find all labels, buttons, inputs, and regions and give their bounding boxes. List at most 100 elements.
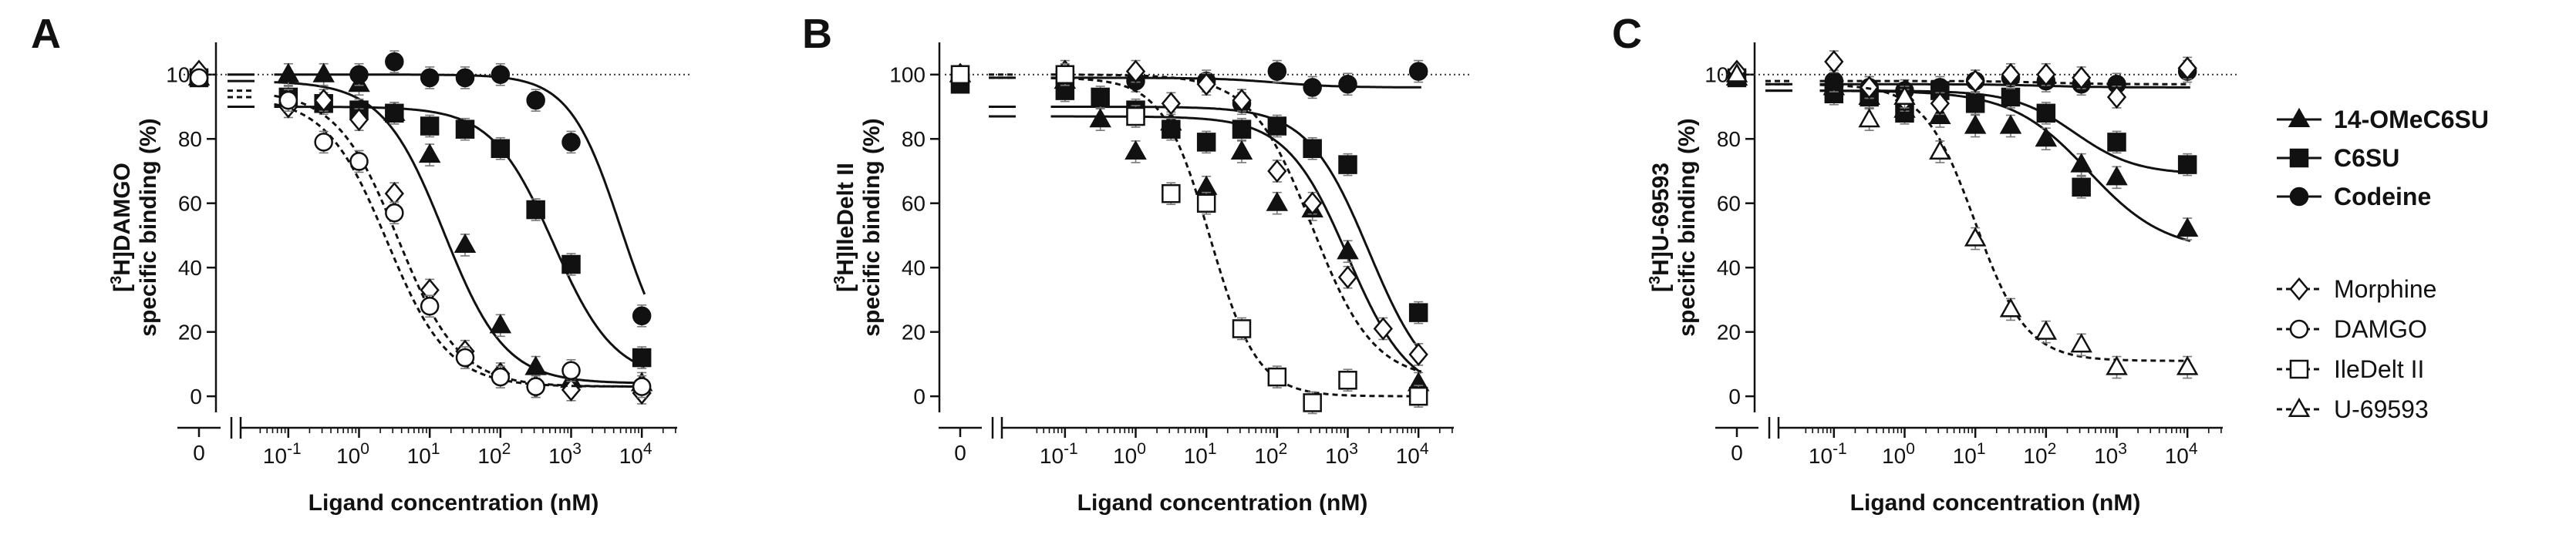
data-point-omec6su: [1337, 240, 1359, 260]
data-point-damgo: [420, 297, 440, 316]
data-point-omec6su: [1089, 107, 1111, 128]
y-axis-title: [3H]DAMGO: [108, 163, 135, 292]
series-omec6su: [949, 62, 1430, 395]
data-point-c6su: [2107, 133, 2126, 152]
series-omec6su: [1725, 66, 2199, 243]
x-tick-label: 10-1: [263, 440, 302, 468]
data-point-omec6su: [1124, 140, 1147, 160]
data-point-c6su: [1091, 87, 1110, 107]
data-point-codeine: [455, 68, 475, 88]
data-point-u69593: [2176, 355, 2199, 375]
data-point-morphine: [1337, 265, 1358, 289]
legend-item-c6su: C6SU: [2277, 144, 2399, 172]
data-point-omec6su: [1195, 175, 1218, 195]
data-point-u69593: [1999, 298, 2022, 318]
data-point-omec6su: [524, 355, 547, 375]
panel-a: A 0 20 40 60 80 100 [3H]DAMGO specific binding (…: [31, 11, 693, 516]
fit-curve-u69593: [1819, 83, 2190, 362]
legend-item-omec6su: 14-OMeC6SU: [2277, 106, 2489, 133]
data-point-c6su: [455, 119, 475, 139]
data-point-u69593: [2035, 320, 2058, 340]
data-point-morphine: [2177, 56, 2197, 80]
legend-label: 14-OMeC6SU: [2334, 106, 2489, 133]
x-tick-label: 103: [1325, 440, 1358, 468]
x-axis-title: Ligand concentration (nM): [309, 490, 599, 516]
data-point-c6su: [2177, 155, 2197, 174]
series-damgo: [189, 68, 652, 398]
data-point-morphine: [1232, 88, 1252, 113]
data-point-morphine: [2106, 85, 2127, 109]
legend-item-morphine: Morphine: [2277, 275, 2436, 303]
panel-letter: C: [1612, 11, 1642, 57]
data-point-u69593: [1858, 107, 1880, 128]
data-point-c6su: [1338, 155, 1357, 174]
y-tick-label: 60: [902, 192, 926, 216]
data-point-morphine: [314, 88, 334, 113]
data-point-omec6su: [2070, 153, 2092, 173]
fit-curve-morphine: [1819, 79, 2190, 86]
data-point-omec6su: [1999, 114, 2022, 134]
data-point-morphine: [1267, 159, 1287, 183]
y-axis-title-line2: specific binding (%): [1674, 118, 1700, 336]
data-point-codeine: [385, 52, 404, 72]
data-point-damgo: [385, 203, 404, 223]
series-morphine: [950, 59, 1428, 373]
data-point-omec6su: [2035, 127, 2058, 147]
data-point-codeine: [420, 68, 440, 88]
legend-label: DAMGO: [2334, 315, 2427, 343]
data-point-c6su: [2036, 103, 2056, 123]
data-point-c6su: [1303, 139, 1322, 158]
y-tick-label: 100: [889, 63, 926, 87]
series-c6su: [1727, 68, 2197, 199]
data-point-c6su: [526, 200, 545, 220]
y-axis-title: [3H]IleDelt II: [831, 163, 858, 292]
data-point-codeine: [561, 133, 581, 152]
fit-curve-codeine: [1050, 76, 1421, 89]
data-point-codeine: [491, 65, 511, 84]
x-tick-label: 102: [1254, 440, 1287, 468]
x-tick-label: 101: [1184, 440, 1217, 468]
series-omec6su: [187, 62, 653, 395]
data-point-damgo: [526, 377, 545, 396]
data-point-u69593: [1964, 227, 1987, 247]
legend-label: Morphine: [2334, 275, 2436, 303]
data-point-iledelt: [1232, 319, 1252, 338]
legend-marker-u69593: [2288, 397, 2311, 418]
y-tick-label: 60: [1717, 192, 1741, 216]
data-point-morphine: [1161, 92, 1181, 116]
legend-item-damgo: DAMGO: [2277, 315, 2427, 343]
data-point-codeine: [526, 90, 545, 110]
data-point-morphine: [1824, 49, 1844, 74]
series-morphine: [189, 59, 652, 405]
data-point-morphine: [1196, 72, 1216, 96]
zero-point-damgo: [189, 68, 209, 88]
data-point-morphine: [1930, 92, 1950, 116]
data-point-omec6su: [2176, 217, 2199, 237]
data-point-u69593: [1893, 85, 1916, 106]
data-point-c6su: [420, 116, 440, 136]
y-tick-label: 20: [178, 321, 202, 345]
data-point-morphine: [1125, 59, 1146, 83]
data-point-omec6su: [1964, 114, 1987, 134]
x-tick-label: 101: [1953, 440, 1986, 468]
y-tick-label: 20: [902, 321, 926, 345]
data-point-codeine: [1408, 62, 1428, 81]
data-point-damgo: [314, 133, 333, 152]
y-tick-label: 0: [1728, 385, 1741, 409]
data-point-c6su: [1232, 119, 1252, 139]
legend-label: Codeine: [2334, 183, 2431, 210]
data-point-morphine: [2072, 66, 2092, 90]
y-axis-title: [3H]U-69593: [1647, 163, 1674, 292]
data-point-c6su: [1267, 116, 1287, 136]
data-point-u69593: [2070, 333, 2092, 353]
y-tick-label: 80: [178, 127, 202, 151]
data-point-c6su: [385, 103, 404, 123]
data-point-omec6su: [312, 62, 335, 82]
data-point-damgo: [632, 377, 652, 396]
zero-point-u69593: [1725, 62, 1748, 82]
x-axis-title: Ligand concentration (nM): [1077, 490, 1368, 516]
data-point-morphine: [2001, 62, 2021, 86]
fit-curve-omec6su: [1819, 89, 2191, 243]
